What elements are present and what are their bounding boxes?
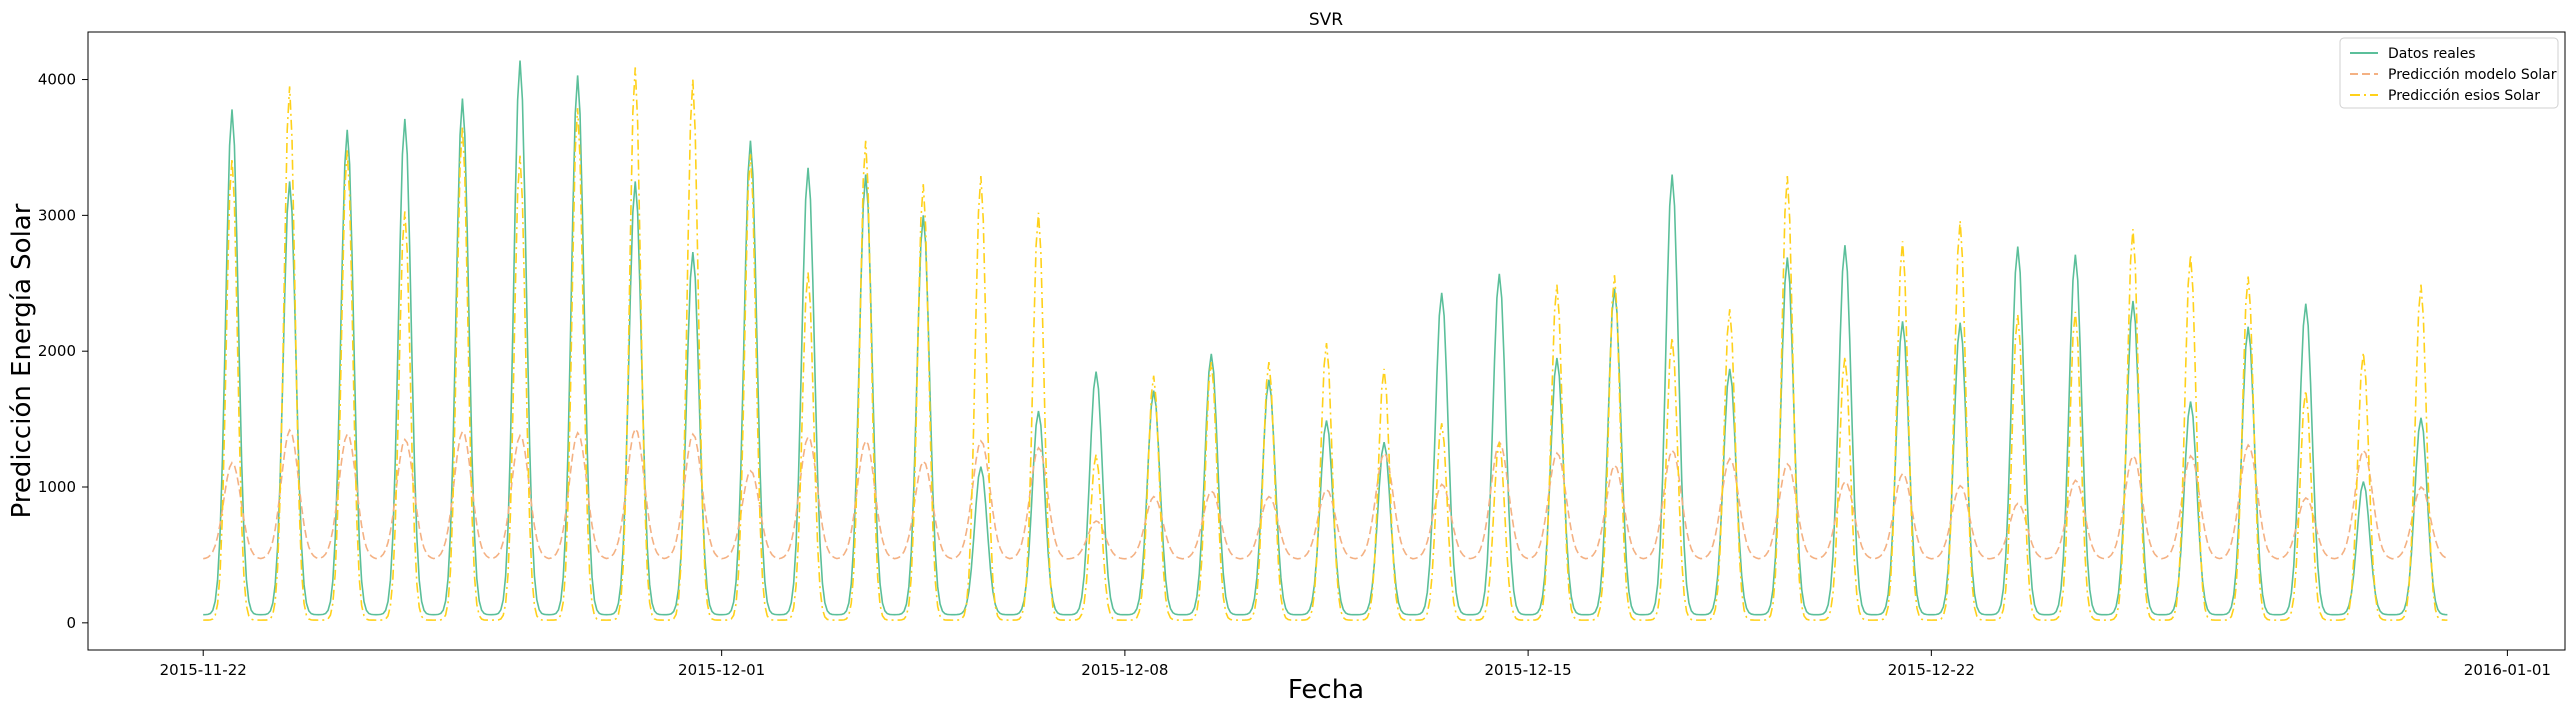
series-line-1 [203,427,2448,560]
y-axis-label: Predicción Energía Solar [7,203,37,518]
y-tick-label: 3000 [38,206,76,224]
legend-box [2339,37,2559,109]
x-tick-label: 2015-12-15 [1485,661,1572,679]
y-tick-label: 2000 [38,342,76,360]
series-line-0 [203,60,2448,616]
x-tick-label: 2015-12-01 [678,661,765,679]
legend-label: Predicción esios Solar [2388,88,2540,104]
legend-label: Datos reales [2388,46,2476,62]
y-tick-label: 0 [66,614,76,632]
plot-frame [87,31,2566,651]
x-tick-label: 2015-12-08 [1081,661,1168,679]
x-tick-label: 2015-12-22 [1888,661,1975,679]
x-axis-label: Fecha [1288,675,1364,705]
y-tick-label: 1000 [38,478,76,496]
chart-title: SVR [1309,10,1343,30]
legend-label: Predicción modelo Solar [2388,67,2557,83]
y-tick-label: 4000 [38,71,76,89]
legend: Datos reales Predicción modelo Solar Predi… [2339,37,2559,109]
plot-area: 0 1000 2000 3000 4000 2015-11-22 2015-12-01 201… [38,31,2566,679]
x-tick-label: 2015-11-22 [160,661,247,679]
x-tick-label: 2016-01-01 [2464,661,2551,679]
